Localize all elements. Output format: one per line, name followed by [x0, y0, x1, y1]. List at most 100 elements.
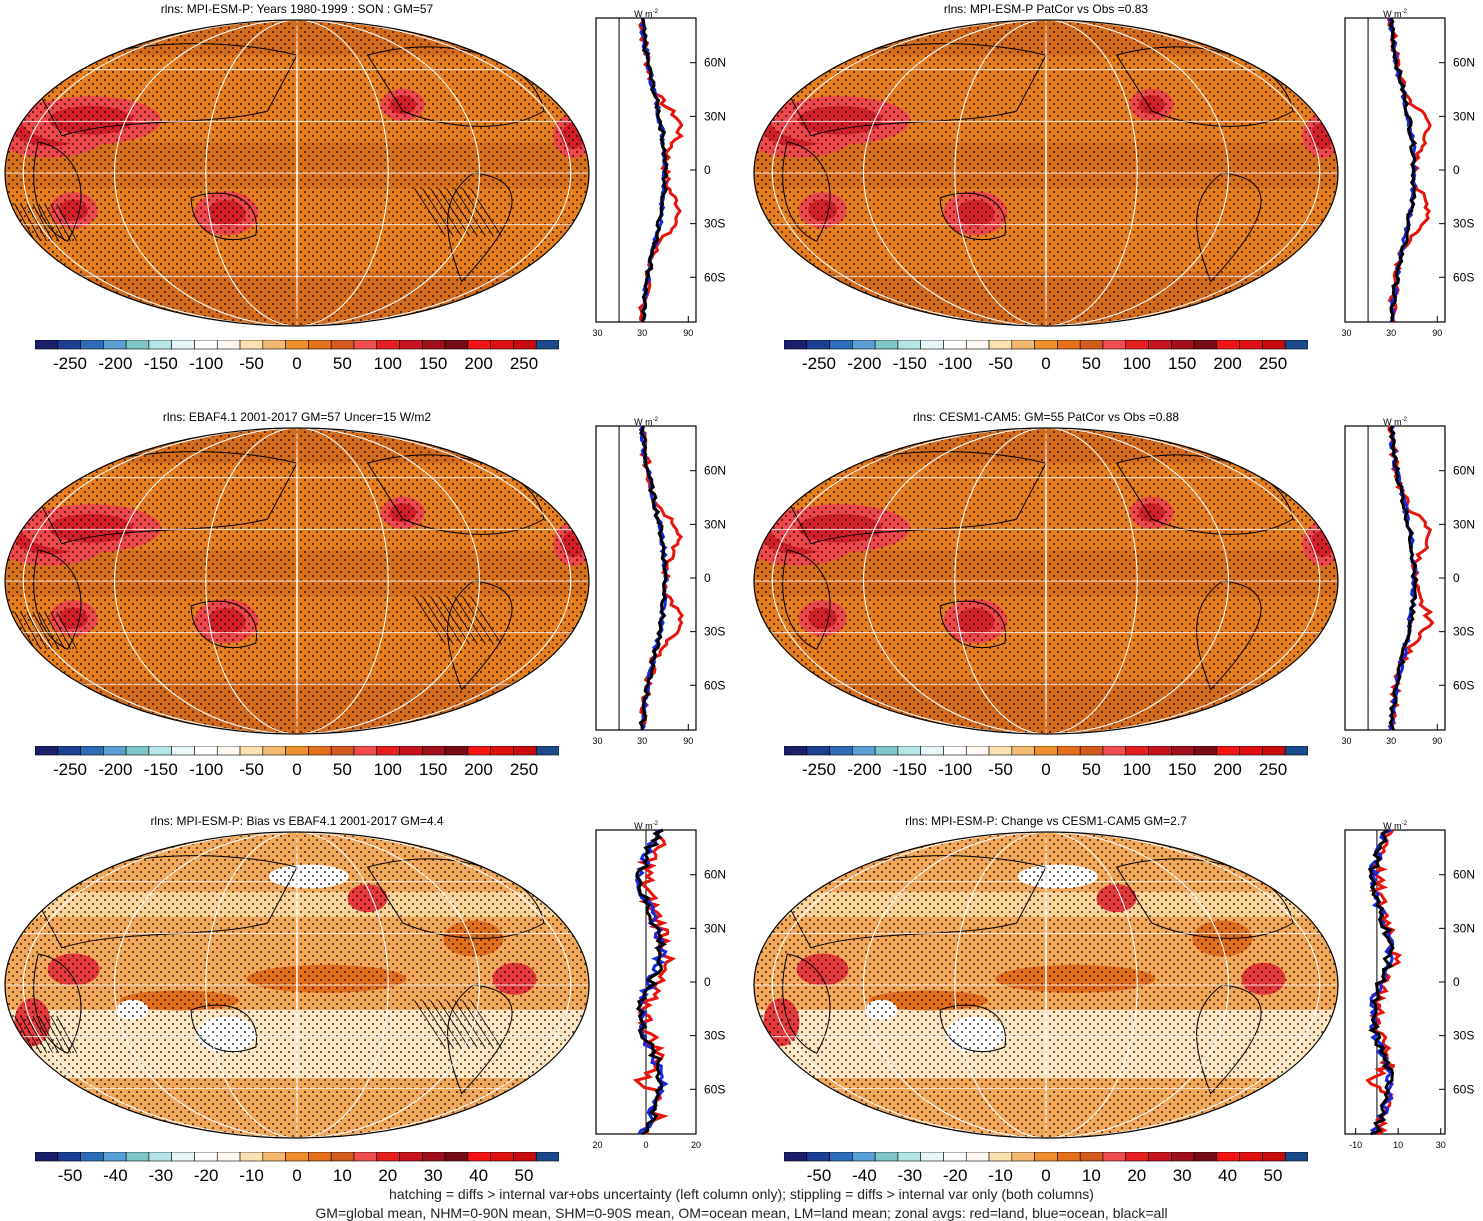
- colorbar-label: -50: [806, 1166, 832, 1185]
- colorbar-swatch: [125, 1152, 150, 1162]
- lat-tick-label: 0: [704, 571, 711, 585]
- lat-tick-label: 60S: [1453, 678, 1474, 692]
- colorbar-swatch: [1102, 340, 1127, 350]
- colorbar-swatch: [1034, 1152, 1058, 1162]
- colorbar-swatch: [988, 1152, 1013, 1162]
- units-label: W m-2: [634, 417, 658, 427]
- zonal-all-line: [1367, 828, 1395, 1136]
- colorbar-label: -150: [892, 760, 927, 779]
- colorbar-label: 40: [469, 1166, 489, 1185]
- colorbar-swatch: [444, 746, 469, 756]
- colorbar-swatch: [1284, 746, 1308, 756]
- colorbar-swatch: [148, 340, 172, 350]
- colorbar-swatch: [353, 340, 378, 350]
- colorbar-swatch: [1171, 340, 1195, 350]
- colorbar-swatch: [1102, 746, 1127, 756]
- colorbar-swatch: [103, 340, 127, 350]
- colorbar-swatch: [1284, 340, 1308, 350]
- lat-tick-label: 0: [1453, 571, 1460, 585]
- colorbar-swatch: [1057, 746, 1081, 756]
- zonal-all-line: [1388, 17, 1418, 323]
- colorbar-swatch: [422, 746, 446, 756]
- lat-tick-label: 60N: [1453, 56, 1475, 70]
- lat-tick-label: 30N: [1453, 109, 1475, 123]
- colorbar-label: -10: [239, 1166, 264, 1185]
- colorbar-swatch: [943, 1152, 967, 1162]
- colorbar-swatch: [920, 340, 944, 350]
- panel-title: rlns: MPI-ESM-P: Change vs CESM1-CAM5 GM…: [905, 814, 1187, 828]
- colorbar-swatch: [467, 1152, 491, 1162]
- colorbar-swatch: [467, 746, 491, 756]
- colorbar-swatch: [285, 340, 309, 350]
- colorbar-swatch: [1193, 746, 1218, 756]
- colorbar-swatch: [1125, 1152, 1149, 1162]
- colorbar-swatch: [784, 340, 808, 350]
- map-panel: [753, 831, 1339, 1139]
- colorbar-swatch: [80, 746, 104, 756]
- colorbar-label: 50: [1081, 760, 1101, 779]
- colorbar-swatch: [444, 340, 469, 350]
- colorbar-swatch: [57, 1152, 81, 1162]
- colorbar-label: 250: [509, 760, 539, 779]
- colorbar-label: 50: [332, 760, 352, 779]
- colorbar-swatch: [285, 746, 309, 756]
- colorbar-swatch: [35, 746, 59, 756]
- zonal-tick-label: 20: [691, 1140, 701, 1150]
- colorbar-swatch: [376, 340, 400, 350]
- colorbar-swatch: [965, 340, 990, 350]
- colorbar-swatch: [80, 1152, 104, 1162]
- colorbar-swatch: [897, 340, 921, 350]
- colorbar-swatch: [422, 340, 446, 350]
- colorbar-swatch: [1284, 1152, 1308, 1162]
- colorbar-swatch: [852, 340, 876, 350]
- colorbar-swatch: [35, 340, 59, 350]
- colorbar-swatch: [1239, 340, 1263, 350]
- colorbar-label: 50: [1081, 354, 1101, 373]
- lat-tick-label: 0: [1453, 163, 1460, 177]
- colorbar-swatch: [216, 1152, 241, 1162]
- colorbar-label: 10: [332, 1166, 352, 1185]
- colorbar-label: 200: [464, 354, 493, 373]
- colorbar-label: -150: [892, 354, 927, 373]
- colorbar-label: -30: [897, 1166, 923, 1185]
- colorbar-label: -100: [938, 760, 973, 779]
- zonal-tick-label: -20: [593, 1140, 603, 1150]
- lat-tick-label: 30N: [704, 517, 726, 531]
- zonal-tick-label: 90: [683, 328, 693, 338]
- zonal-tick-label: 30: [637, 328, 647, 338]
- zonal-ocean-line: [634, 829, 669, 1135]
- colorbar-swatch: [1125, 340, 1149, 350]
- colorbar-swatch: [1216, 340, 1240, 350]
- colorbar-swatch: [1034, 746, 1058, 756]
- colorbar-label: -50: [57, 1166, 83, 1185]
- colorbar-swatch: [1125, 746, 1149, 756]
- panel-title: rlns: MPI-ESM-P: Bias vs EBAF4.1 2001-20…: [150, 814, 444, 828]
- colorbar-swatch: [262, 746, 286, 756]
- colorbar-swatch: [148, 1152, 172, 1162]
- colorbar-label: -150: [143, 760, 178, 779]
- colorbar-swatch: [513, 746, 537, 756]
- colorbar-swatch: [103, 1152, 127, 1162]
- colorbar-swatch: [422, 1152, 446, 1162]
- colorbar-label: -100: [189, 760, 224, 779]
- lat-tick-label: 30S: [704, 625, 725, 639]
- colorbar-swatch: [490, 1152, 514, 1162]
- zonal-tick-label: -10: [1349, 1140, 1362, 1150]
- colorbar-swatch: [103, 746, 127, 756]
- colorbar-swatch: [80, 340, 104, 350]
- lat-tick-label: 60S: [704, 678, 725, 692]
- units-label: W m-2: [1383, 417, 1407, 427]
- colorbar-label: -100: [189, 354, 224, 373]
- colorbar-label: -200: [847, 354, 882, 373]
- colorbar-label: 100: [373, 354, 402, 373]
- colorbar-swatch: [399, 340, 423, 350]
- colorbar-swatch: [1102, 1152, 1127, 1162]
- colorbar-swatch: [1011, 1152, 1035, 1162]
- colorbar: [784, 1152, 1308, 1162]
- lat-tick-label: 60N: [704, 868, 726, 882]
- colorbar-swatch: [171, 746, 195, 756]
- colorbar-label: 50: [332, 354, 352, 373]
- colorbar-swatch: [897, 746, 921, 756]
- colorbar: [35, 746, 559, 756]
- colorbar-label: 0: [1041, 1166, 1051, 1185]
